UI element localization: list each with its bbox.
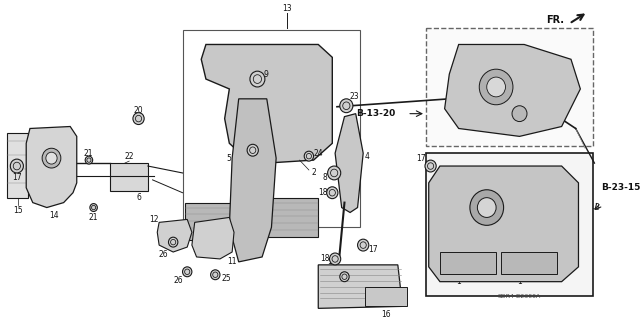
- Text: 17: 17: [417, 154, 426, 163]
- Circle shape: [90, 204, 97, 211]
- Text: 10: 10: [192, 245, 202, 254]
- Polygon shape: [335, 114, 363, 212]
- Circle shape: [340, 272, 349, 282]
- Circle shape: [328, 166, 340, 180]
- Bar: [267, 198, 318, 237]
- Polygon shape: [201, 44, 332, 163]
- Text: 20: 20: [134, 106, 143, 115]
- Text: 17: 17: [368, 245, 378, 254]
- Circle shape: [326, 187, 338, 199]
- Circle shape: [330, 253, 340, 265]
- Polygon shape: [192, 218, 234, 259]
- Bar: [426, 28, 593, 146]
- Text: 7: 7: [260, 144, 264, 153]
- Text: 17: 17: [12, 174, 22, 182]
- Polygon shape: [429, 166, 579, 282]
- Circle shape: [479, 69, 513, 105]
- Text: 18: 18: [320, 255, 330, 263]
- Polygon shape: [229, 99, 276, 262]
- Circle shape: [250, 71, 265, 87]
- Text: FR.: FR.: [547, 15, 564, 25]
- Text: 1: 1: [517, 277, 522, 286]
- Text: 13: 13: [282, 4, 292, 13]
- Text: SDR4-B2300A: SDR4-B2300A: [498, 294, 541, 299]
- Text: 14: 14: [49, 211, 59, 220]
- Text: 6: 6: [136, 193, 141, 202]
- Text: 19: 19: [332, 283, 342, 292]
- Text: 5: 5: [226, 154, 231, 163]
- Text: B-13-20: B-13-20: [356, 109, 395, 118]
- Circle shape: [168, 237, 178, 247]
- Circle shape: [477, 198, 496, 218]
- Bar: [440, 252, 496, 274]
- Text: 21: 21: [89, 213, 99, 222]
- Text: 9: 9: [264, 70, 268, 78]
- Text: 12: 12: [150, 215, 159, 224]
- Polygon shape: [445, 44, 580, 137]
- Text: 16: 16: [328, 257, 337, 266]
- Text: 8: 8: [323, 174, 327, 182]
- Text: 22: 22: [124, 152, 134, 161]
- Text: 4: 4: [365, 152, 369, 161]
- Polygon shape: [157, 219, 192, 252]
- Polygon shape: [26, 127, 77, 208]
- Text: 1: 1: [456, 277, 461, 286]
- Circle shape: [247, 144, 259, 156]
- Circle shape: [358, 239, 369, 251]
- Bar: [111, 163, 148, 191]
- Text: 24: 24: [314, 149, 323, 158]
- Text: 2: 2: [311, 168, 316, 177]
- Circle shape: [512, 106, 527, 122]
- Circle shape: [340, 99, 353, 113]
- Circle shape: [487, 77, 506, 97]
- Circle shape: [46, 152, 57, 164]
- Text: 3: 3: [595, 203, 600, 212]
- Text: 15: 15: [13, 206, 22, 215]
- Bar: [426, 153, 593, 296]
- Circle shape: [133, 113, 144, 124]
- Text: 16: 16: [381, 310, 390, 319]
- Circle shape: [425, 160, 436, 172]
- Bar: [500, 252, 557, 274]
- Polygon shape: [318, 265, 403, 308]
- Text: 23: 23: [349, 93, 358, 101]
- Circle shape: [470, 190, 504, 225]
- Text: 11: 11: [227, 257, 237, 266]
- Bar: [365, 286, 407, 306]
- Circle shape: [211, 270, 220, 280]
- Circle shape: [304, 151, 314, 161]
- Bar: [8, 133, 28, 198]
- Circle shape: [85, 156, 93, 164]
- Text: 26: 26: [159, 250, 168, 259]
- Text: 18: 18: [318, 188, 328, 197]
- Text: 26: 26: [173, 276, 182, 285]
- Text: 25: 25: [221, 274, 231, 283]
- Circle shape: [182, 267, 192, 277]
- Text: B-23-15: B-23-15: [601, 183, 640, 192]
- Bar: [182, 30, 360, 227]
- Circle shape: [10, 159, 24, 173]
- Bar: [186, 203, 232, 240]
- Text: 21: 21: [83, 149, 93, 158]
- Circle shape: [42, 148, 61, 168]
